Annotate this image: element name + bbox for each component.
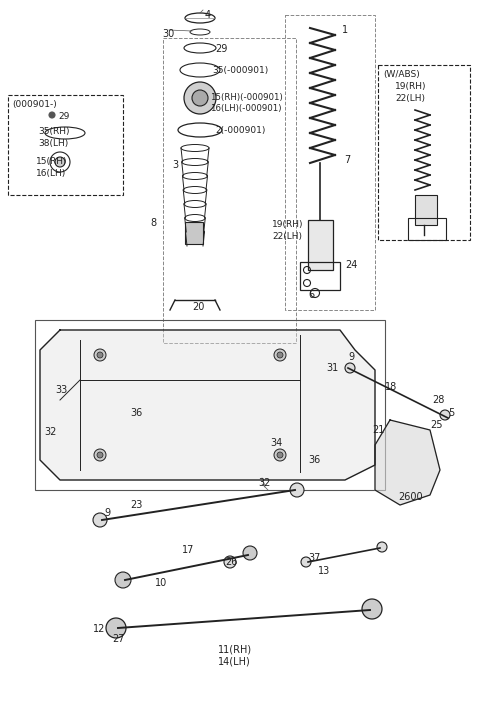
Circle shape	[274, 449, 286, 461]
Text: 9: 9	[104, 508, 110, 518]
Text: 34: 34	[270, 438, 282, 448]
Circle shape	[192, 90, 208, 106]
Bar	[415, 195, 437, 225]
Text: 4: 4	[205, 10, 211, 20]
Text: 17: 17	[182, 545, 194, 555]
Text: 16(LH)(-000901): 16(LH)(-000901)	[210, 104, 281, 113]
Text: 20: 20	[192, 302, 204, 312]
Text: 15(RH)(-000901): 15(RH)(-000901)	[210, 93, 283, 102]
Circle shape	[277, 452, 283, 458]
Text: 5: 5	[448, 408, 454, 418]
Circle shape	[55, 157, 65, 167]
Text: 24: 24	[345, 260, 358, 270]
Polygon shape	[40, 330, 375, 480]
Circle shape	[362, 599, 382, 619]
Text: 32: 32	[44, 427, 56, 437]
Text: 11(RH): 11(RH)	[218, 645, 252, 655]
Circle shape	[243, 546, 257, 560]
Circle shape	[106, 618, 126, 638]
Circle shape	[377, 542, 387, 552]
Text: 3: 3	[172, 160, 178, 170]
Text: 28: 28	[432, 395, 444, 405]
Text: 2(-000901): 2(-000901)	[215, 126, 265, 135]
Bar	[308, 220, 333, 270]
Text: 25: 25	[430, 420, 443, 430]
Text: 2600: 2600	[398, 492, 422, 502]
Text: 37: 37	[308, 553, 320, 563]
Bar	[300, 262, 340, 290]
Text: 33: 33	[55, 385, 67, 395]
Text: 22(LH): 22(LH)	[272, 232, 302, 241]
Text: 1: 1	[342, 25, 348, 35]
Text: 19(RH): 19(RH)	[395, 82, 427, 91]
Circle shape	[277, 352, 283, 358]
Text: 18: 18	[385, 382, 397, 392]
Circle shape	[184, 82, 216, 114]
Text: 10: 10	[155, 578, 167, 588]
Text: 14(LH): 14(LH)	[218, 657, 251, 667]
Circle shape	[97, 352, 103, 358]
Circle shape	[290, 483, 304, 497]
Text: 19(RH): 19(RH)	[272, 220, 303, 229]
Polygon shape	[375, 420, 440, 505]
Circle shape	[93, 513, 107, 527]
Text: 35(RH): 35(RH)	[38, 127, 70, 136]
Bar	[185, 222, 203, 244]
Text: 36: 36	[308, 455, 320, 465]
Text: 22(LH): 22(LH)	[395, 94, 425, 103]
Circle shape	[301, 557, 311, 567]
Text: 32: 32	[258, 478, 270, 488]
Circle shape	[440, 410, 450, 420]
Text: 38(LH): 38(LH)	[38, 139, 68, 148]
Circle shape	[274, 349, 286, 361]
Text: 21: 21	[372, 425, 384, 435]
Text: 9: 9	[348, 352, 354, 362]
Text: 15(RH): 15(RH)	[36, 157, 68, 166]
Text: 23: 23	[130, 500, 143, 510]
Text: (000901-): (000901-)	[12, 100, 57, 109]
Text: 12: 12	[93, 624, 106, 634]
Text: 13: 13	[318, 566, 330, 576]
Text: 30: 30	[162, 29, 174, 39]
Bar	[408, 218, 446, 240]
Circle shape	[49, 112, 55, 118]
Circle shape	[224, 556, 236, 568]
Text: 35(-000901): 35(-000901)	[212, 66, 268, 75]
Text: 6: 6	[308, 290, 314, 300]
Text: (W/ABS): (W/ABS)	[383, 70, 420, 79]
Circle shape	[94, 349, 106, 361]
Text: 8: 8	[150, 218, 156, 228]
Text: 7: 7	[344, 155, 350, 165]
Circle shape	[97, 452, 103, 458]
Circle shape	[115, 572, 131, 588]
Text: 16(LH): 16(LH)	[36, 169, 66, 178]
Text: 29: 29	[58, 112, 70, 121]
Text: 36: 36	[130, 408, 142, 418]
Text: 31: 31	[326, 363, 338, 373]
Text: 29: 29	[215, 44, 228, 54]
Text: 26: 26	[225, 557, 238, 567]
Circle shape	[94, 449, 106, 461]
Text: 27: 27	[112, 634, 124, 644]
Circle shape	[345, 363, 355, 373]
